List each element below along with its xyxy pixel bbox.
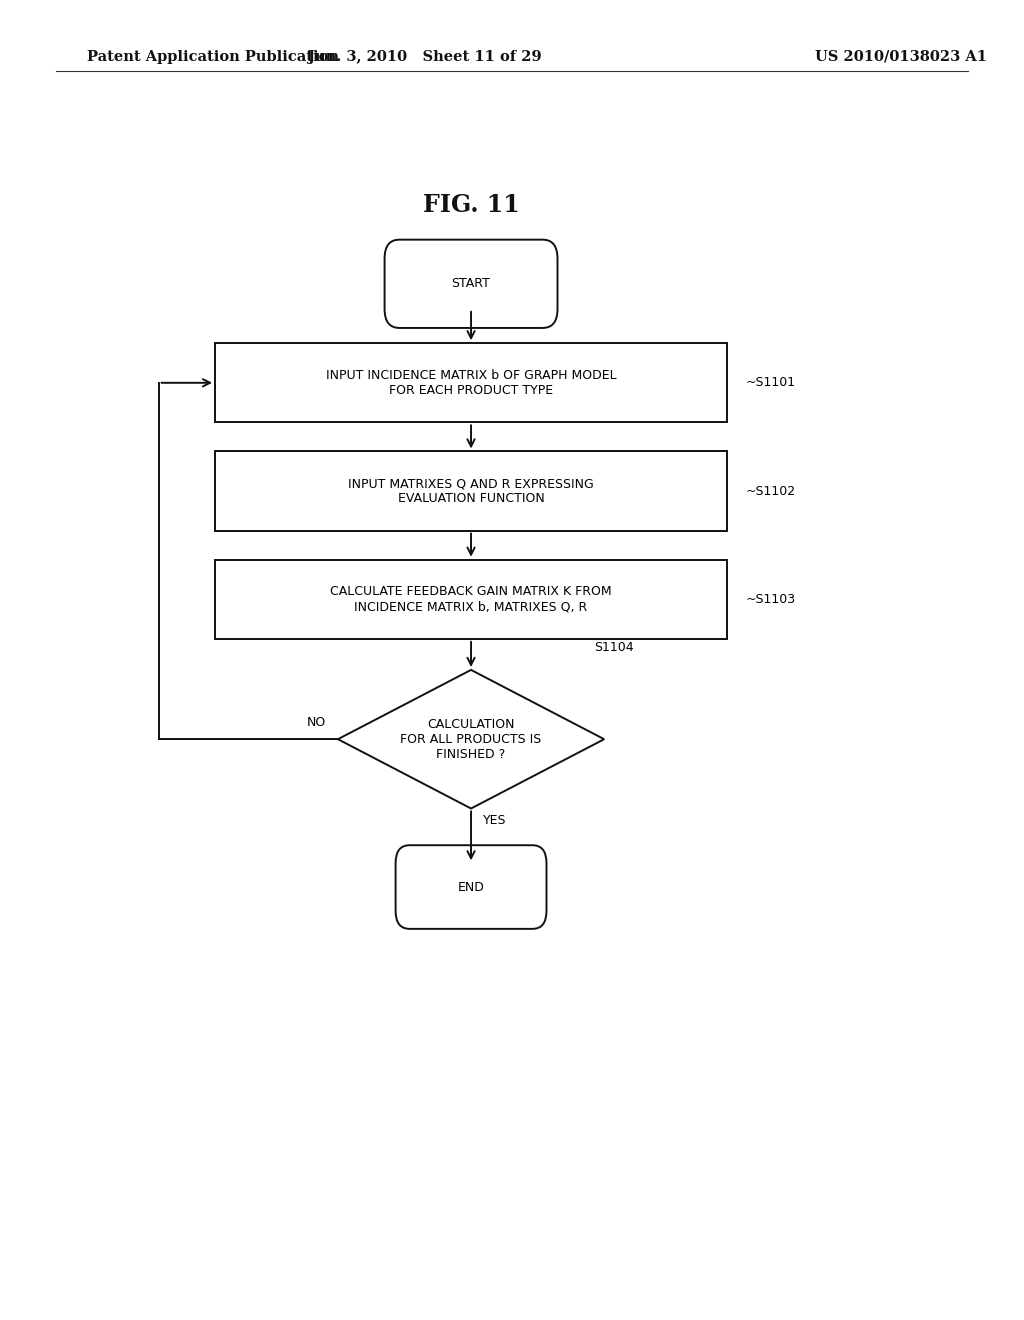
Text: Patent Application Publication: Patent Application Publication (87, 50, 339, 63)
Bar (215, 343, 727, 422)
Text: INPUT INCIDENCE MATRIX b OF GRAPH MODEL
FOR EACH PRODUCT TYPE: INPUT INCIDENCE MATRIX b OF GRAPH MODEL … (326, 368, 616, 397)
FancyBboxPatch shape (395, 845, 547, 929)
Text: NO: NO (306, 715, 326, 729)
Text: ~S1103: ~S1103 (745, 593, 796, 606)
Bar (215, 560, 727, 639)
Text: CALCULATION
FOR ALL PRODUCTS IS
FINISHED ?: CALCULATION FOR ALL PRODUCTS IS FINISHED… (400, 718, 542, 760)
Bar (215, 451, 727, 531)
Text: FIG. 11: FIG. 11 (423, 193, 519, 216)
Text: START: START (452, 277, 490, 290)
Text: END: END (458, 880, 484, 894)
Text: ~S1101: ~S1101 (745, 376, 796, 389)
Text: INPUT MATRIXES Q AND R EXPRESSING
EVALUATION FUNCTION: INPUT MATRIXES Q AND R EXPRESSING EVALUA… (348, 477, 594, 506)
Polygon shape (338, 671, 604, 808)
Text: Jun. 3, 2010   Sheet 11 of 29: Jun. 3, 2010 Sheet 11 of 29 (308, 50, 542, 63)
FancyBboxPatch shape (385, 240, 557, 327)
Text: ~S1102: ~S1102 (745, 484, 796, 498)
Text: S1104: S1104 (594, 642, 634, 655)
Text: CALCULATE FEEDBACK GAIN MATRIX K FROM
INCIDENCE MATRIX b, MATRIXES Q, R: CALCULATE FEEDBACK GAIN MATRIX K FROM IN… (330, 585, 612, 614)
Text: US 2010/0138023 A1: US 2010/0138023 A1 (815, 50, 987, 63)
Text: YES: YES (483, 813, 507, 826)
